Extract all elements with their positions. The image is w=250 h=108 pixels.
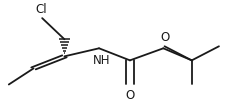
- Text: O: O: [125, 89, 134, 102]
- Text: Cl: Cl: [35, 3, 47, 16]
- Text: NH: NH: [93, 54, 110, 67]
- Text: O: O: [160, 31, 169, 44]
